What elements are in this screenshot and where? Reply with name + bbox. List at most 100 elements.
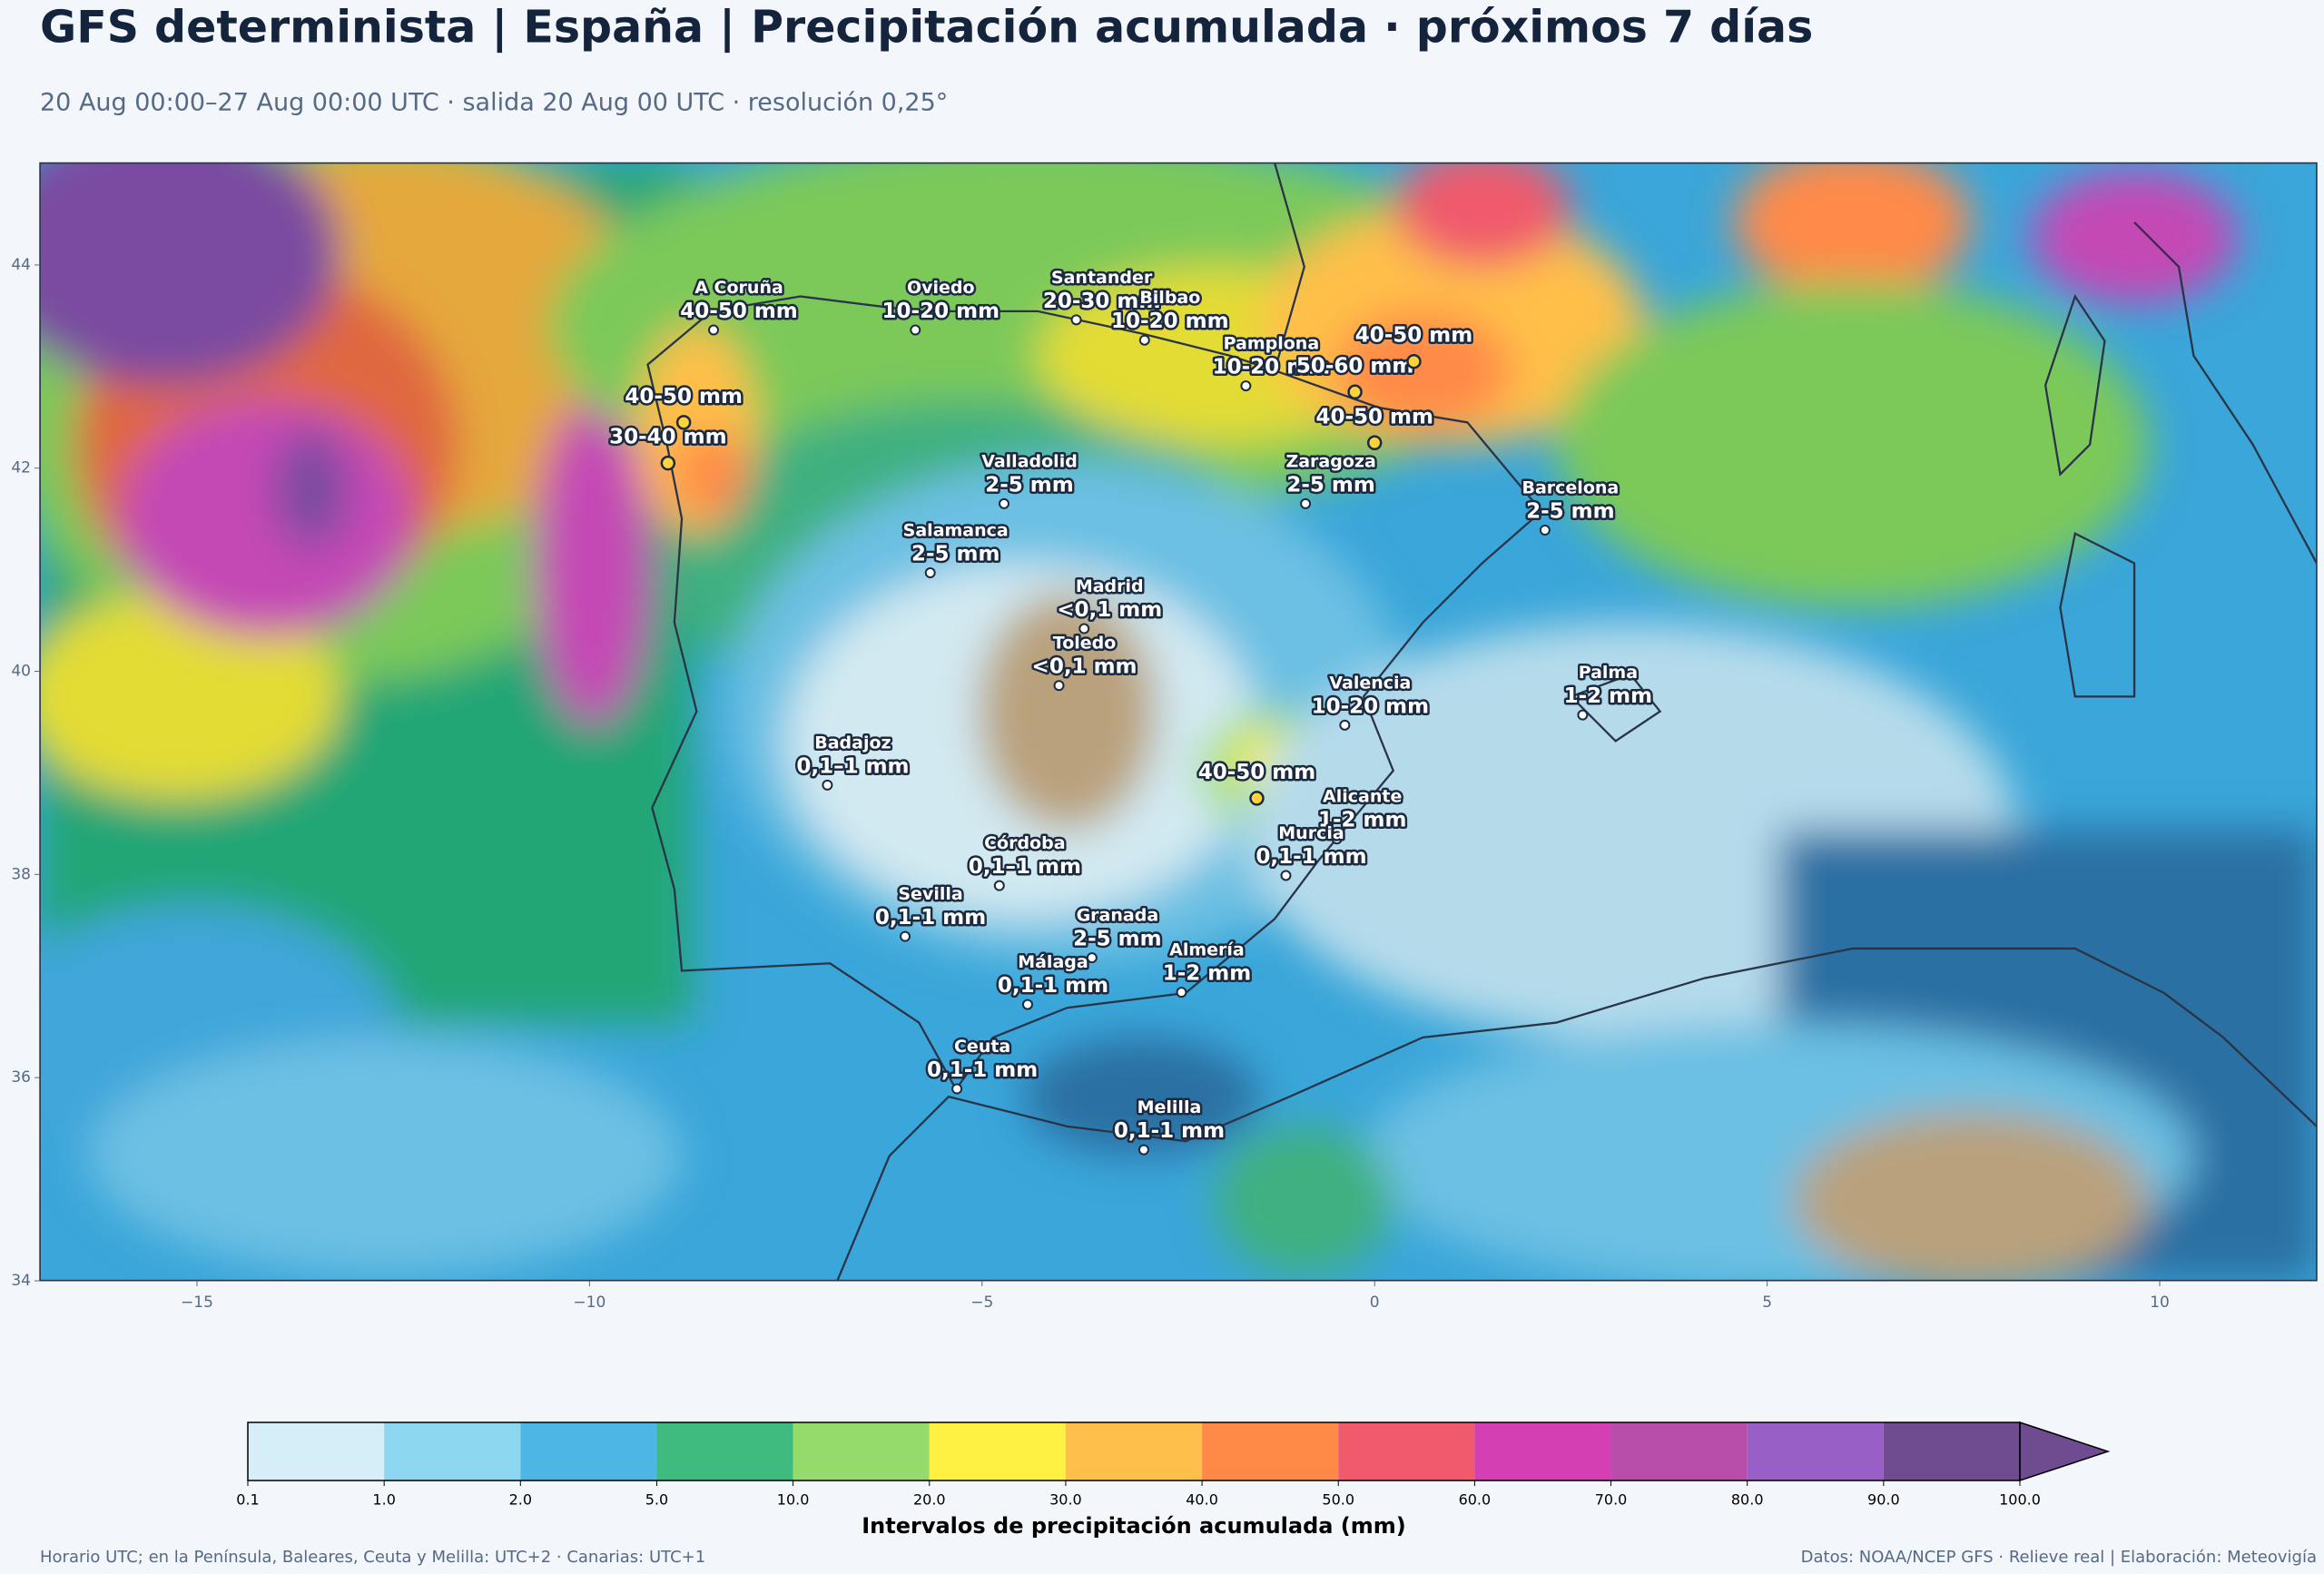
city-value: 20-30 mm: [1043, 290, 1161, 313]
spot-marker: [1366, 435, 1383, 450]
colorbar-tick-label: 0.1: [236, 1491, 259, 1509]
colorbar-segment: [1065, 1422, 1203, 1481]
colorbar-segment: [1202, 1422, 1339, 1481]
colorbar-tick-label: 50.0: [1322, 1491, 1354, 1509]
colorbar-segment: [1474, 1422, 1611, 1481]
x-tick-label: −15: [181, 1294, 213, 1312]
city-marker: [1240, 380, 1252, 392]
y-tick-label: 34: [11, 1272, 31, 1290]
colorbar-tick-label: 10.0: [777, 1491, 810, 1509]
footer-left: Horario UTC; en la Península, Baleares, …: [40, 1548, 705, 1567]
city-value: 2-5 mm: [1073, 928, 1162, 951]
city-name: Zaragoza: [1285, 451, 1375, 471]
colorbar-segment: [1747, 1422, 1884, 1481]
city-name: Valencia: [1329, 673, 1411, 693]
spot-value: 30-40 mm: [609, 426, 727, 449]
city-marker: [822, 779, 833, 791]
city-value: 10-20 mm: [882, 300, 1000, 323]
city-value: <0,1 mm: [1057, 598, 1162, 622]
city-name: Toledo: [1053, 634, 1117, 654]
city-name: Córdoba: [984, 833, 1065, 853]
subtitle: 20 Aug 00:00–27 Aug 00:00 UTC · salida 2…: [40, 89, 948, 117]
city-value: 10-20 mm: [1312, 694, 1430, 718]
city-value: 10-20 mm: [1111, 310, 1229, 333]
city-marker: [1339, 719, 1351, 731]
x-tick-label: 5: [1762, 1294, 1772, 1312]
colorbar-tick-label: 70.0: [1595, 1491, 1628, 1509]
city-value: 0,1-1 mm: [1256, 845, 1366, 869]
city-marker: [999, 497, 1010, 509]
city-marker: [951, 1083, 963, 1095]
city-value: 2-5 mm: [985, 473, 1074, 497]
city-value: 2-5 mm: [1526, 499, 1615, 523]
city-marker: [708, 324, 720, 336]
footer-right: Datos: NOAA/NCEP GFS · Relieve real | El…: [1801, 1548, 2317, 1567]
city-marker: [1086, 952, 1098, 964]
city-marker: [1137, 1144, 1149, 1156]
city-value: 1-2 mm: [1163, 962, 1252, 986]
spot-marker: [1406, 353, 1422, 369]
city-name: Alicante: [1323, 787, 1402, 807]
colorbar-tick-label: 80.0: [1731, 1491, 1764, 1509]
map-background: [39, 162, 2318, 1282]
colorbar-segment: [793, 1422, 930, 1481]
spot-value: 40-50 mm: [1315, 405, 1433, 428]
x-tick-label: −5: [970, 1294, 993, 1312]
city-name: Pamplona: [1224, 334, 1320, 354]
city-value: 0,1-1 mm: [1114, 1119, 1225, 1143]
city-value: 40-50 mm: [680, 300, 798, 323]
colorbar-tick-label: 60.0: [1459, 1491, 1492, 1509]
colorbar-segment: [929, 1422, 1066, 1481]
city-value: 0,1–1 mm: [969, 855, 1081, 879]
city-name: Melilla: [1137, 1097, 1202, 1117]
colorbar-segment: [1338, 1422, 1475, 1481]
city-marker: [900, 930, 911, 942]
spot-marker: [1249, 791, 1265, 806]
colorbar-tick-label: 90.0: [1867, 1491, 1900, 1509]
city-marker: [1078, 623, 1090, 635]
city-name: Badajoz: [814, 733, 891, 753]
city-marker: [1070, 314, 1082, 326]
colorbar-tick-label: 5.0: [645, 1491, 668, 1509]
spot-marker: [660, 455, 676, 471]
colorbar-segment: [1610, 1422, 1748, 1481]
y-tick-label: 42: [11, 459, 31, 477]
colorbar-tick-label: 1.0: [372, 1491, 395, 1509]
colorbar-segment: [656, 1422, 793, 1481]
city-name: Barcelona: [1521, 477, 1619, 497]
colorbar-tick-label: 40.0: [1186, 1491, 1218, 1509]
spot-marker: [1347, 384, 1363, 400]
spot-value: 50-60 mm: [1296, 354, 1414, 378]
colorbar-segment: [520, 1422, 657, 1481]
city-marker: [1053, 680, 1065, 692]
city-marker: [1021, 999, 1033, 1010]
city-name: Ceuta: [954, 1037, 1010, 1057]
y-tick-label: 38: [11, 865, 31, 883]
city-marker: [1176, 987, 1187, 999]
title: GFS determinista | España | Precipitació…: [40, 2, 1813, 54]
spot-marker: [675, 415, 692, 430]
colorbar-segment: [248, 1422, 385, 1481]
colorbar-label: Intervalos de precipitación acumulada (m…: [862, 1513, 1406, 1539]
city-name: Oviedo: [907, 278, 975, 298]
y-tick-label: 40: [11, 663, 31, 681]
city-name: Valladolid: [981, 451, 1078, 471]
city-marker: [1331, 833, 1343, 845]
city-value: 1-2 mm: [1564, 684, 1653, 708]
city-marker: [993, 880, 1005, 891]
city-marker: [1300, 497, 1312, 509]
spot-value: 40-50 mm: [1355, 324, 1473, 348]
spot-value: 40-50 mm: [1198, 761, 1316, 784]
city-name: Madrid: [1076, 576, 1144, 596]
city-value: 10-20 mm: [1213, 356, 1331, 379]
city-name: Sevilla: [898, 884, 962, 904]
city-value: 0,1–1 mm: [796, 754, 909, 778]
city-name: Almería: [1169, 940, 1245, 960]
city-name: Málaga: [1018, 952, 1088, 972]
x-tick-label: 10: [2150, 1294, 2170, 1312]
colorbar-tick-label: 2.0: [509, 1491, 532, 1509]
city-value: 2-5 mm: [911, 542, 1000, 566]
city-value: 0,1-1 mm: [998, 974, 1108, 998]
city-name: Murcia: [1278, 823, 1344, 843]
